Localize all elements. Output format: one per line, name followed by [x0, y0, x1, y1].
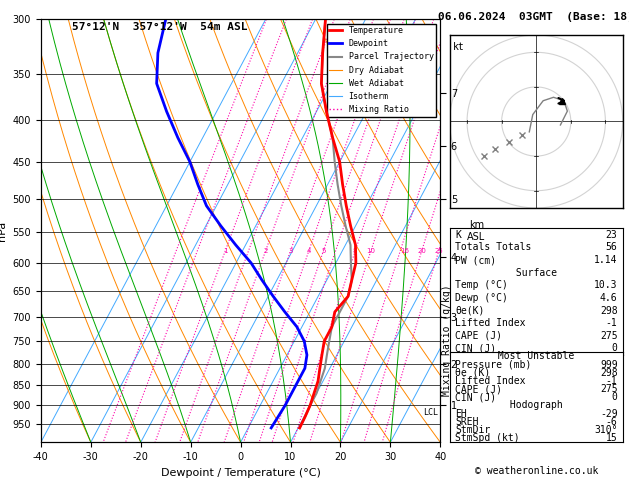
Text: © weatheronline.co.uk: © weatheronline.co.uk: [474, 466, 598, 476]
Text: 06.06.2024  03GMT  (Base: 18): 06.06.2024 03GMT (Base: 18): [438, 12, 629, 22]
Text: CAPE (J): CAPE (J): [455, 384, 502, 394]
Text: 1.14: 1.14: [594, 255, 618, 265]
Text: Totals Totals: Totals Totals: [455, 243, 532, 252]
Text: 0: 0: [611, 344, 618, 353]
Text: SREH: SREH: [455, 417, 479, 427]
Legend: Temperature, Dewpoint, Parcel Trajectory, Dry Adiabat, Wet Adiabat, Isotherm, Mi: Temperature, Dewpoint, Parcel Trajectory…: [327, 24, 436, 117]
Text: 23: 23: [606, 230, 618, 240]
Text: EH: EH: [455, 409, 467, 418]
Text: 275: 275: [600, 384, 618, 394]
Text: Lifted Index: Lifted Index: [455, 318, 525, 328]
Text: Hodograph: Hodograph: [504, 400, 569, 411]
Text: 56: 56: [606, 243, 618, 252]
Text: StmSpd (kt): StmSpd (kt): [455, 433, 520, 443]
Text: Surface: Surface: [509, 268, 563, 278]
Y-axis label: km
ASL: km ASL: [467, 220, 486, 242]
Text: 15: 15: [606, 433, 618, 443]
Text: -29: -29: [600, 409, 618, 418]
Text: -6: -6: [606, 417, 618, 427]
Text: 0: 0: [611, 392, 618, 402]
Text: 298: 298: [600, 306, 618, 315]
Text: θe (K): θe (K): [455, 368, 490, 378]
Text: θe(K): θe(K): [455, 306, 484, 315]
Text: CIN (J): CIN (J): [455, 344, 496, 353]
Text: 999: 999: [600, 360, 618, 370]
Text: Most Unstable: Most Unstable: [492, 351, 581, 362]
Text: 310°: 310°: [594, 425, 618, 435]
Y-axis label: hPa: hPa: [0, 221, 7, 241]
Text: Dewp (°C): Dewp (°C): [455, 293, 508, 303]
Text: Temp (°C): Temp (°C): [455, 280, 508, 290]
Text: 8: 8: [353, 248, 357, 254]
Text: 275: 275: [600, 331, 618, 341]
Text: 4.6: 4.6: [600, 293, 618, 303]
Text: 10.3: 10.3: [594, 280, 618, 290]
Text: 25: 25: [435, 248, 443, 254]
Text: 10: 10: [366, 248, 376, 254]
Text: Mixing Ratio (g/kg): Mixing Ratio (g/kg): [442, 284, 452, 396]
Text: 57°12'N  357°12'W  54m ASL: 57°12'N 357°12'W 54m ASL: [72, 22, 248, 32]
Text: -1: -1: [606, 376, 618, 386]
Text: 1: 1: [223, 248, 228, 254]
Text: PW (cm): PW (cm): [455, 255, 496, 265]
Text: StmDir: StmDir: [455, 425, 490, 435]
Text: kt: kt: [453, 42, 465, 52]
Text: 3: 3: [288, 248, 292, 254]
Text: Pressure (mb): Pressure (mb): [455, 360, 532, 370]
Text: 298: 298: [600, 368, 618, 378]
Text: 20: 20: [417, 248, 426, 254]
Text: 5: 5: [321, 248, 326, 254]
Text: CIN (J): CIN (J): [455, 392, 496, 402]
Text: 4: 4: [306, 248, 311, 254]
Text: LCL: LCL: [423, 408, 438, 417]
Text: -1: -1: [606, 318, 618, 328]
Text: 2: 2: [264, 248, 268, 254]
Text: CAPE (J): CAPE (J): [455, 331, 502, 341]
Text: K: K: [455, 230, 461, 240]
Text: 16: 16: [401, 248, 409, 254]
Text: Lifted Index: Lifted Index: [455, 376, 525, 386]
X-axis label: Dewpoint / Temperature (°C): Dewpoint / Temperature (°C): [160, 468, 321, 478]
